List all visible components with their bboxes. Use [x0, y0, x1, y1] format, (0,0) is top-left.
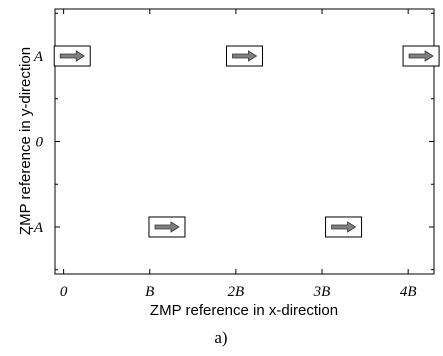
right-arrow-icon: [154, 221, 180, 233]
footstep-marker-1: [148, 216, 186, 238]
x-tick-label-1: B: [145, 284, 154, 300]
footstep-marker-0: [53, 45, 91, 67]
footstep-marker-2: [226, 45, 263, 67]
footstep-marker-3: [325, 216, 363, 238]
x-tick-label-0: 0: [60, 284, 68, 300]
right-arrow-icon: [59, 50, 85, 62]
x-tick-label-4: 4B: [400, 284, 417, 300]
x-tick-label-2: 2B: [228, 284, 245, 300]
tick-labels: 0 B 2B 3B 4B A 0 -A: [29, 49, 417, 300]
y-axis-label: ZMP reference in y-direction: [17, 47, 34, 235]
y-tick-label-0: A: [33, 49, 44, 65]
y-tick-label-2: -A: [29, 220, 44, 236]
y-tick-label-1: 0: [36, 135, 44, 151]
right-arrow-icon: [232, 50, 258, 62]
right-arrow-icon: [408, 50, 434, 62]
x-axis-label: ZMP reference in x-direction: [150, 302, 338, 319]
figure-caption: a): [214, 328, 227, 347]
x-tick-label-3: 3B: [313, 284, 331, 300]
right-arrow-icon: [331, 221, 357, 233]
data-markers: [53, 45, 440, 238]
axis-ticks: [55, 9, 434, 274]
footstep-marker-4: [402, 45, 440, 67]
